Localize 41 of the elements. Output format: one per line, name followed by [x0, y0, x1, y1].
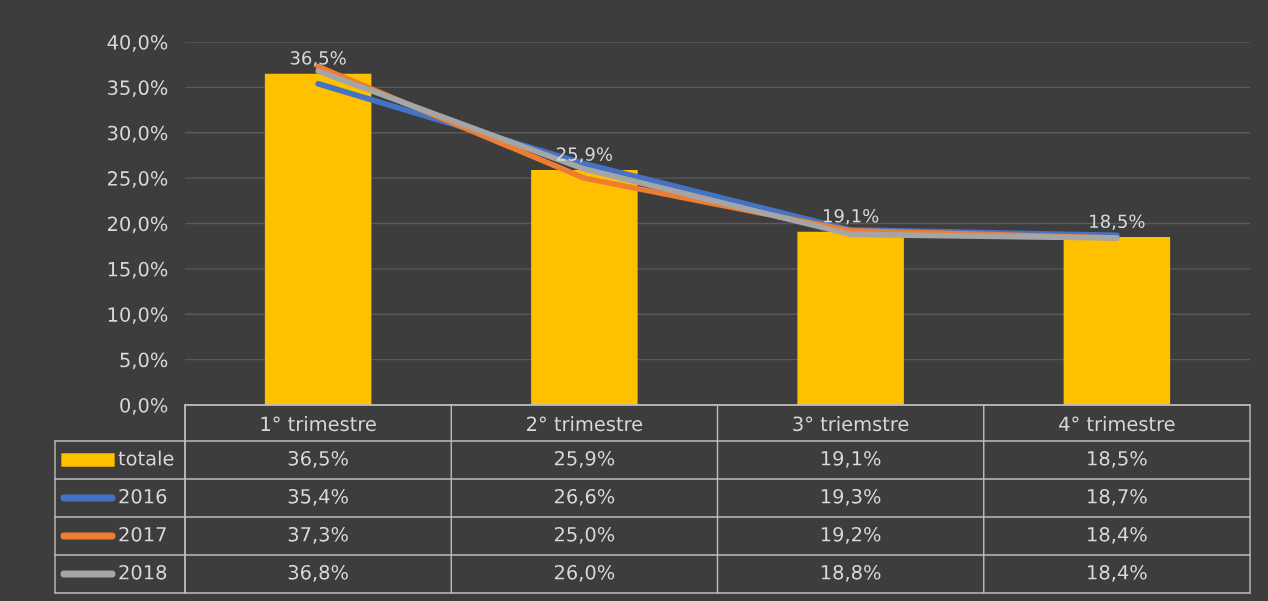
- y-tick-label: 0,0%: [120, 397, 168, 415]
- y-tick-label: 15,0%: [108, 261, 168, 279]
- data-label: 19,2%: [821, 526, 881, 544]
- data-label: 26,6%: [554, 488, 615, 506]
- y-tick-label: 40,0%: [107, 34, 168, 52]
- y-tick-label: 30,0%: [108, 125, 168, 143]
- bar: [531, 169, 638, 405]
- data-label: 26,0%: [554, 564, 615, 582]
- bar: [264, 73, 372, 405]
- data-label: 18,4%: [1088, 526, 1147, 544]
- y-tick-label: 10,0%: [108, 307, 168, 324]
- y-tick-label: 25,0%: [107, 171, 168, 188]
- data-label: 37,3%: [288, 526, 348, 544]
- data-label: 18,8%: [821, 564, 881, 582]
- data-label: 36,8%: [288, 564, 348, 582]
- y-tick-label: 20,0%: [107, 216, 168, 234]
- data-label: 25,0%: [554, 526, 615, 544]
- data-label: 18,4%: [1088, 564, 1147, 582]
- data-label: 19,3%: [821, 488, 881, 506]
- legend-label: 2016: [119, 488, 167, 504]
- bar: [797, 231, 904, 405]
- bar: [1063, 237, 1171, 405]
- x-tick-label: 1° trimestre: [261, 416, 376, 432]
- data-label: 36,5%: [288, 450, 348, 468]
- data-label: 35,4%: [288, 488, 348, 506]
- legend-label: totale: [118, 450, 174, 466]
- legend-label: 2017: [119, 526, 166, 542]
- text: 36,5%: [290, 51, 346, 67]
- text: 19,1%: [823, 208, 879, 225]
- x-tick-label: 3° triemstre: [793, 416, 909, 432]
- y-tick-label: 5,0%: [120, 352, 168, 370]
- text: 18,5%: [1090, 214, 1145, 230]
- data-label: 18,5%: [1088, 450, 1147, 468]
- data-label: 25,9%: [554, 450, 615, 468]
- x-tick-label: 2° trimestre: [527, 416, 643, 432]
- x-tick-label: 4° trimestre: [1059, 416, 1175, 432]
- y-tick-label: 35,0%: [108, 80, 168, 98]
- data-label: 18,7%: [1088, 488, 1147, 506]
- text: 25,9%: [557, 147, 613, 163]
- legend-label: 2018: [119, 564, 167, 580]
- data-label: 19,1%: [821, 450, 881, 468]
